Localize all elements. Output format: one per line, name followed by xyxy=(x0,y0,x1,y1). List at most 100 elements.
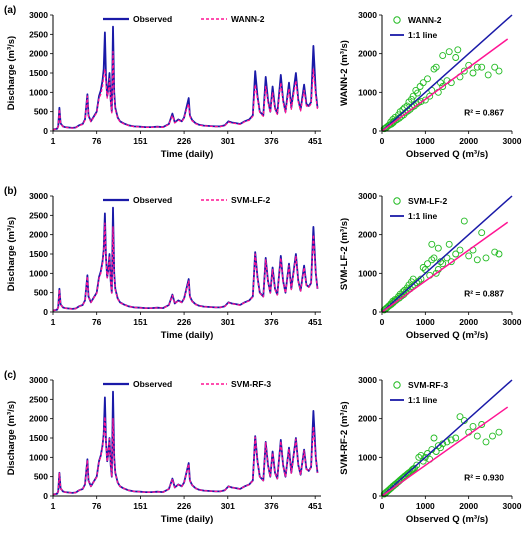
y-tick-label: 2000 xyxy=(29,230,48,240)
r-squared-label: R² = 0.930 xyxy=(464,473,504,483)
x-axis-label: Time (daily) xyxy=(161,149,214,160)
scatter-point xyxy=(452,434,460,442)
scatter-point xyxy=(456,246,464,254)
scatter-point xyxy=(419,264,427,271)
x-tick-label: 451 xyxy=(308,136,322,146)
x-tick-label: 2000 xyxy=(459,501,478,511)
x-tick-label: 301 xyxy=(221,501,235,511)
regression-line xyxy=(381,221,509,313)
legend-label: Observed xyxy=(133,14,172,24)
legend-label: 1:1 line xyxy=(408,30,438,40)
scatter-point xyxy=(447,436,455,444)
scatter-chart-1: 0 1000 2000 3000 0 1000 2000 3000 Observed Q (m³… xyxy=(339,191,522,341)
scatter-point xyxy=(469,69,477,77)
x-tick-label: 376 xyxy=(264,136,278,146)
legend-label: WANN-2 xyxy=(408,15,442,25)
y-tick-label: 0 xyxy=(372,491,377,501)
x-axis-label: Observed Q (m³/s) xyxy=(406,330,488,341)
x-axis-label: Observed Q (m³/s) xyxy=(406,514,488,525)
panel-label: (c) xyxy=(4,370,16,381)
y-tick-label: 1500 xyxy=(29,249,48,259)
x-tick-label: 1 xyxy=(51,317,56,327)
scatter-point xyxy=(392,116,400,124)
x-axis-label: Observed Q (m³/s) xyxy=(406,149,488,160)
x-tick-label: 376 xyxy=(264,501,278,511)
x-tick-label: 1 xyxy=(51,501,56,511)
y-tick-label: 0 xyxy=(43,307,48,317)
x-tick-label: 2000 xyxy=(459,317,478,327)
r-squared-label: R² = 0.867 xyxy=(464,108,504,118)
one-to-one-line xyxy=(381,379,513,497)
scatter-point xyxy=(426,92,434,100)
y-tick-label: 2500 xyxy=(29,210,48,220)
scatter-point xyxy=(430,65,438,73)
scatter-point xyxy=(460,217,468,225)
scatter-point xyxy=(478,229,486,237)
y-tick-label: 3000 xyxy=(358,375,377,385)
scatter-chart-0: 0 1000 2000 3000 0 1000 2000 3000 Observed Q (m³… xyxy=(339,10,522,160)
x-tick-label: 151 xyxy=(133,317,147,327)
legend-marker xyxy=(393,197,401,205)
y-axis-label: Discharge (m³/s) xyxy=(6,36,17,110)
x-tick-label: 1000 xyxy=(416,501,435,511)
y-axis-label: Discharge (m³/s) xyxy=(6,401,17,475)
y-tick-label: 1000 xyxy=(29,452,48,462)
scatter-point xyxy=(473,432,481,440)
y-tick-label: 500 xyxy=(34,472,48,482)
y-tick-label: 500 xyxy=(34,288,48,298)
y-tick-label: 2000 xyxy=(358,230,377,240)
scatter-point xyxy=(417,98,425,106)
series-line-model xyxy=(52,51,319,131)
scatter-point xyxy=(445,48,453,56)
y-tick-label: 2000 xyxy=(29,414,48,424)
y-axis-label: SVM-RF-2 (m³/s) xyxy=(339,401,350,474)
x-axis-label: Time (daily) xyxy=(161,330,214,341)
scatter-point xyxy=(452,250,460,258)
timeseries-chart-2: (c) 0 500 1000 1500 2000 2500 3000 1 76 151 226 301 3… xyxy=(4,370,323,525)
y-tick-label: 0 xyxy=(43,491,48,501)
scatter-point xyxy=(454,46,462,54)
y-axis-label: SVM-LF-2 (m³/s) xyxy=(339,218,350,290)
scatter-point xyxy=(416,83,424,90)
scatter-point xyxy=(482,254,490,262)
legend-marker xyxy=(393,16,401,24)
legend-label: 1:1 line xyxy=(408,395,438,405)
y-axis-label: WANN-2 (m³/s) xyxy=(339,40,350,106)
y-tick-label: 0 xyxy=(43,126,48,136)
y-tick-label: 1000 xyxy=(29,268,48,278)
y-tick-label: 1500 xyxy=(29,433,48,443)
scatter-point xyxy=(478,421,486,428)
scatter-point xyxy=(439,52,447,60)
y-tick-label: 2000 xyxy=(358,49,377,59)
scatter-point xyxy=(421,453,429,461)
timeseries-chart-1: (b) 0 500 1000 1500 2000 2500 3000 1 76 151 226 301 3… xyxy=(4,186,323,341)
x-tick-label: 76 xyxy=(92,501,102,511)
y-tick-label: 2000 xyxy=(29,49,48,59)
one-to-one-line xyxy=(381,195,513,313)
y-tick-label: 1000 xyxy=(29,87,48,97)
scatter-point xyxy=(428,256,436,264)
x-tick-label: 76 xyxy=(92,136,102,146)
scatter-point xyxy=(482,438,490,446)
y-tick-label: 2000 xyxy=(358,414,377,424)
x-axis-label: Time (daily) xyxy=(161,514,214,525)
scatter-point xyxy=(484,71,492,79)
scatter-point xyxy=(424,260,431,268)
y-tick-label: 3000 xyxy=(358,10,377,20)
x-tick-label: 1000 xyxy=(416,136,435,146)
scatter-chart-2: 0 1000 2000 3000 0 1000 2000 3000 Observed Q (m³… xyxy=(339,375,522,525)
x-tick-label: 151 xyxy=(133,501,147,511)
y-tick-label: 1500 xyxy=(29,68,48,78)
x-tick-label: 226 xyxy=(177,317,191,327)
x-tick-label: 151 xyxy=(133,136,147,146)
x-tick-label: 1000 xyxy=(416,317,435,327)
y-tick-label: 500 xyxy=(34,107,48,117)
scatter-point xyxy=(439,83,447,90)
scatter-point xyxy=(460,67,468,75)
scatter-point xyxy=(495,67,503,75)
legend-label: 1:1 line xyxy=(408,211,438,221)
series-line-model xyxy=(52,416,319,496)
x-tick-label: 226 xyxy=(177,501,191,511)
x-tick-label: 76 xyxy=(92,317,102,327)
